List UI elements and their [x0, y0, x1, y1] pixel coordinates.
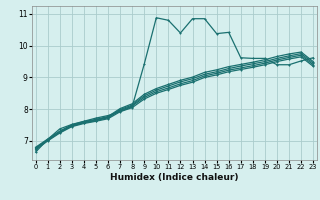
X-axis label: Humidex (Indice chaleur): Humidex (Indice chaleur) — [110, 173, 239, 182]
